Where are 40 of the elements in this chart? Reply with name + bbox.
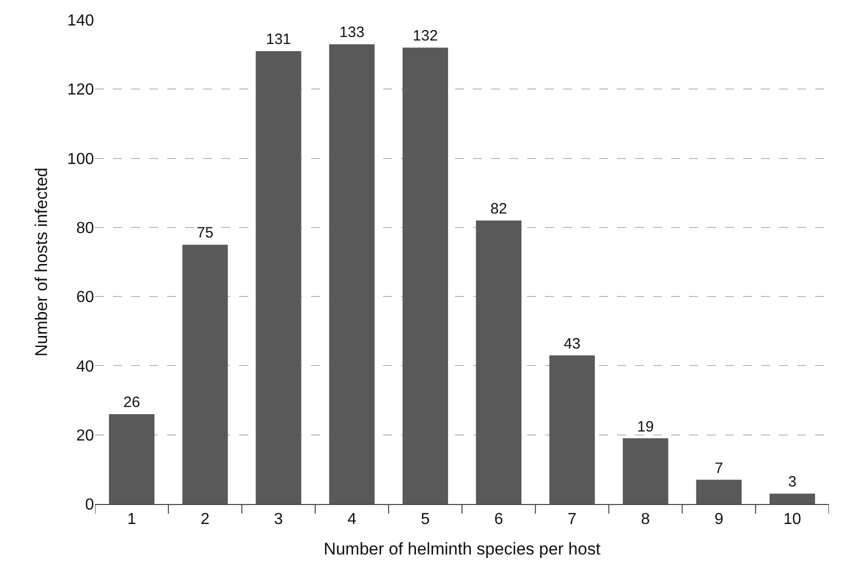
x-tick-label: 4: [347, 511, 356, 528]
data-label: 132: [412, 28, 438, 45]
y-axis-title: Number of hosts infected: [32, 168, 51, 356]
x-tick-label: 5: [420, 511, 430, 528]
bar: [402, 48, 448, 504]
y-tick-label: 120: [67, 82, 94, 99]
x-tick-label: 1: [127, 511, 136, 528]
bar: [476, 220, 522, 504]
bar: [329, 44, 375, 504]
bar: [549, 355, 595, 504]
x-axis-title: Number of helminth species per host: [324, 540, 601, 559]
x-tick-label: 2: [200, 511, 210, 528]
bar: [696, 480, 742, 504]
x-tick-label: 10: [783, 511, 802, 528]
x-tick-label: 8: [641, 511, 650, 528]
x-tick-label: 9: [714, 511, 724, 528]
data-label: 82: [490, 200, 508, 218]
bar: [108, 414, 154, 504]
y-tick-label: 20: [76, 427, 94, 444]
data-label: 43: [564, 335, 580, 352]
data-label: 7: [714, 460, 724, 477]
data-label: 3: [788, 474, 796, 491]
bar: [770, 494, 816, 504]
y-tick-label: 140: [67, 12, 94, 30]
data-label: 26: [123, 394, 140, 412]
y-tick-label: 60: [76, 289, 94, 306]
bar: [622, 438, 668, 504]
data-label: 75: [196, 224, 214, 242]
x-tick-label: 3: [274, 511, 284, 528]
bar: [182, 244, 228, 504]
y-tick-label: 0: [85, 496, 94, 514]
bar: [256, 51, 302, 504]
y-tick-label: 100: [67, 150, 94, 168]
data-label: 133: [339, 24, 364, 42]
data-label: 131: [266, 31, 292, 48]
y-tick-label: 40: [76, 358, 94, 376]
x-tick-label: 6: [494, 511, 504, 528]
data-label: 19: [637, 418, 654, 436]
x-tick-label: 7: [568, 511, 577, 528]
y-tick-label: 80: [76, 220, 94, 238]
